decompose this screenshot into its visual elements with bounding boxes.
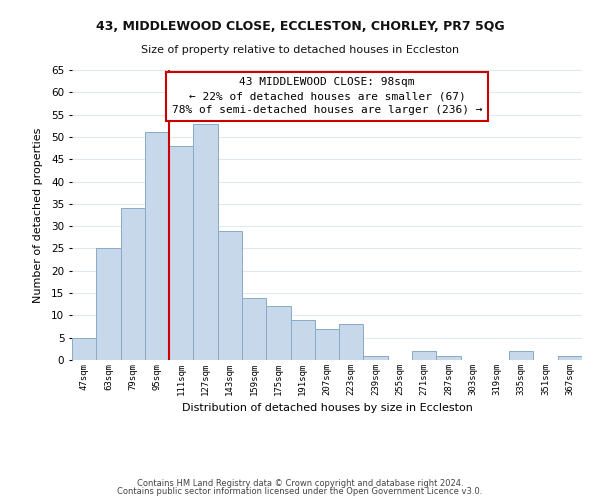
Bar bbox=[72, 338, 96, 360]
Bar bbox=[193, 124, 218, 360]
Bar bbox=[315, 329, 339, 360]
Text: Size of property relative to detached houses in Eccleston: Size of property relative to detached ho… bbox=[141, 45, 459, 55]
Bar bbox=[121, 208, 145, 360]
Text: Contains HM Land Registry data © Crown copyright and database right 2024.: Contains HM Land Registry data © Crown c… bbox=[137, 478, 463, 488]
Bar bbox=[266, 306, 290, 360]
Bar bbox=[412, 351, 436, 360]
Bar bbox=[242, 298, 266, 360]
Bar bbox=[509, 351, 533, 360]
Bar bbox=[558, 356, 582, 360]
Y-axis label: Number of detached properties: Number of detached properties bbox=[33, 128, 43, 302]
Bar bbox=[436, 356, 461, 360]
Text: Contains public sector information licensed under the Open Government Licence v3: Contains public sector information licen… bbox=[118, 487, 482, 496]
Bar bbox=[169, 146, 193, 360]
Bar bbox=[290, 320, 315, 360]
Text: 43 MIDDLEWOOD CLOSE: 98sqm
← 22% of detached houses are smaller (67)
78% of semi: 43 MIDDLEWOOD CLOSE: 98sqm ← 22% of deta… bbox=[172, 77, 482, 116]
Bar bbox=[145, 132, 169, 360]
X-axis label: Distribution of detached houses by size in Eccleston: Distribution of detached houses by size … bbox=[182, 404, 472, 413]
Bar bbox=[218, 230, 242, 360]
Bar bbox=[364, 356, 388, 360]
Bar bbox=[96, 248, 121, 360]
Text: 43, MIDDLEWOOD CLOSE, ECCLESTON, CHORLEY, PR7 5QG: 43, MIDDLEWOOD CLOSE, ECCLESTON, CHORLEY… bbox=[95, 20, 505, 33]
Bar bbox=[339, 324, 364, 360]
